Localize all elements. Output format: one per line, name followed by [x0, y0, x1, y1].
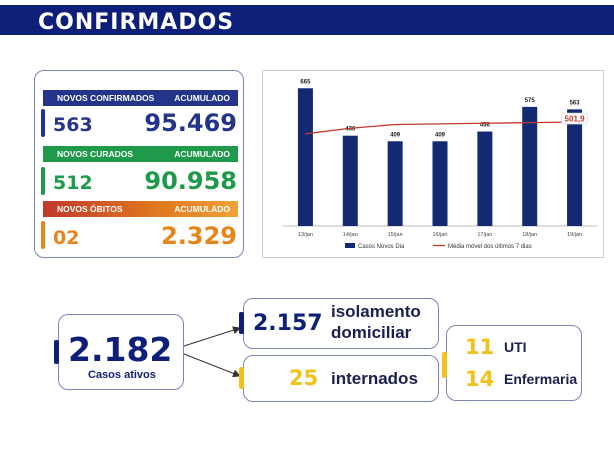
- internados-value: 25: [289, 366, 319, 390]
- curados-marker: [41, 167, 45, 195]
- curados-header: NOVOS CURADOS ACUMULADO: [43, 146, 238, 162]
- bar-16/jan: [432, 141, 448, 226]
- isolamento-line2: domiciliar: [331, 323, 412, 342]
- isolamento-marker: [239, 312, 244, 334]
- bar-18/jan: [522, 106, 538, 226]
- ativos-value: 2.182: [68, 330, 173, 369]
- confirmados-acc-label: ACUMULADO: [174, 93, 230, 103]
- moving-average-line: [305, 121, 575, 135]
- uti-label: UTI: [504, 339, 527, 355]
- bar-14/jan: [342, 135, 358, 226]
- tick-16/jan: 16/jan: [433, 232, 448, 238]
- curados-acc-label: ACUMULADO: [174, 149, 230, 159]
- isolamento-value: 2.157: [253, 311, 323, 336]
- bar-19/jan: [567, 109, 583, 226]
- split-arrows: [183, 326, 241, 378]
- leitos-marker: [442, 352, 447, 378]
- enfermaria-label: Enfermaria: [504, 371, 578, 387]
- bar-13/jan: [297, 88, 313, 226]
- confirmados-header: NOVOS CONFIRMADOS ACUMULADO: [43, 90, 238, 106]
- confirmados-novos: 563: [53, 114, 93, 136]
- bar-label-17/jan: 456: [480, 123, 491, 129]
- cases-chart: 665 13/jan 436 14/jan 409 15/jan 409 16/jan 456 1…: [283, 79, 597, 250]
- obitos-label: NOVOS ÓBITOS: [57, 204, 123, 214]
- tick-13/jan: 13/jan: [298, 232, 313, 238]
- obitos-novos: 02: [53, 227, 80, 249]
- legend-bar-swatch: [345, 243, 355, 248]
- bar-label-13/jan: 665: [300, 79, 311, 85]
- curados-label: NOVOS CURADOS: [57, 149, 134, 159]
- page-title: CONFIRMADOS: [38, 10, 235, 35]
- bar-label-16/jan: 409: [435, 132, 446, 138]
- tick-19/jan: 19/jan: [567, 232, 582, 238]
- internados-label: internados: [331, 369, 418, 388]
- moving-average-last-label: 501,9: [565, 115, 586, 124]
- bar-15/jan: [387, 141, 403, 226]
- obitos-acumulado: 2.329: [161, 222, 237, 250]
- ativos-label: Casos ativos: [88, 369, 156, 381]
- tick-14/jan: 14/jan: [343, 232, 358, 238]
- arrow-to-internados: [183, 353, 241, 378]
- tick-15/jan: 15/jan: [388, 232, 403, 238]
- obitos-marker: [41, 221, 45, 249]
- internados-marker: [239, 367, 244, 389]
- chart-card: 665 13/jan 436 14/jan 409 15/jan 409 16/jan 456 1…: [262, 70, 604, 258]
- arrow-to-isolamento: [183, 326, 241, 347]
- tick-17/jan: 17/jan: [477, 232, 492, 238]
- enfermaria-value: 14: [465, 367, 495, 391]
- bar-17/jan: [477, 131, 493, 226]
- stats-card: NOVOS CONFIRMADOS ACUMULADO 563 95.469 N…: [34, 70, 244, 258]
- bar-label-14/jan: 436: [345, 127, 356, 133]
- confirmados-acumulado: 95.469: [144, 109, 237, 137]
- isolamento-line1: isolamento: [331, 302, 421, 321]
- isolamento-card: [243, 298, 439, 349]
- highlight-box: [561, 112, 588, 125]
- bar-label-15/jan: 409: [390, 132, 401, 138]
- confirmados-marker: [41, 109, 45, 137]
- bar-label-18/jan: 575: [525, 98, 536, 104]
- uti-value: 11: [465, 335, 495, 359]
- obitos-header: NOVOS ÓBITOS ACUMULADO: [43, 201, 238, 217]
- curados-novos: 512: [53, 172, 93, 194]
- confirmados-label: NOVOS CONFIRMADOS: [57, 93, 155, 103]
- tick-18/jan: 18/jan: [522, 232, 537, 238]
- curados-acumulado: 90.958: [144, 167, 237, 195]
- obitos-acc-label: ACUMULADO: [174, 204, 230, 214]
- legend-line-label: Média móvel dos últimos 7 dias: [448, 244, 532, 250]
- isolamento-label: isolamento domiciliar: [331, 301, 421, 343]
- bar-label-19/jan: 563: [570, 100, 581, 106]
- header-bar: [0, 5, 614, 35]
- ativos-marker: [54, 340, 59, 364]
- legend-bar-label: Casos Novos Dia: [358, 244, 405, 250]
